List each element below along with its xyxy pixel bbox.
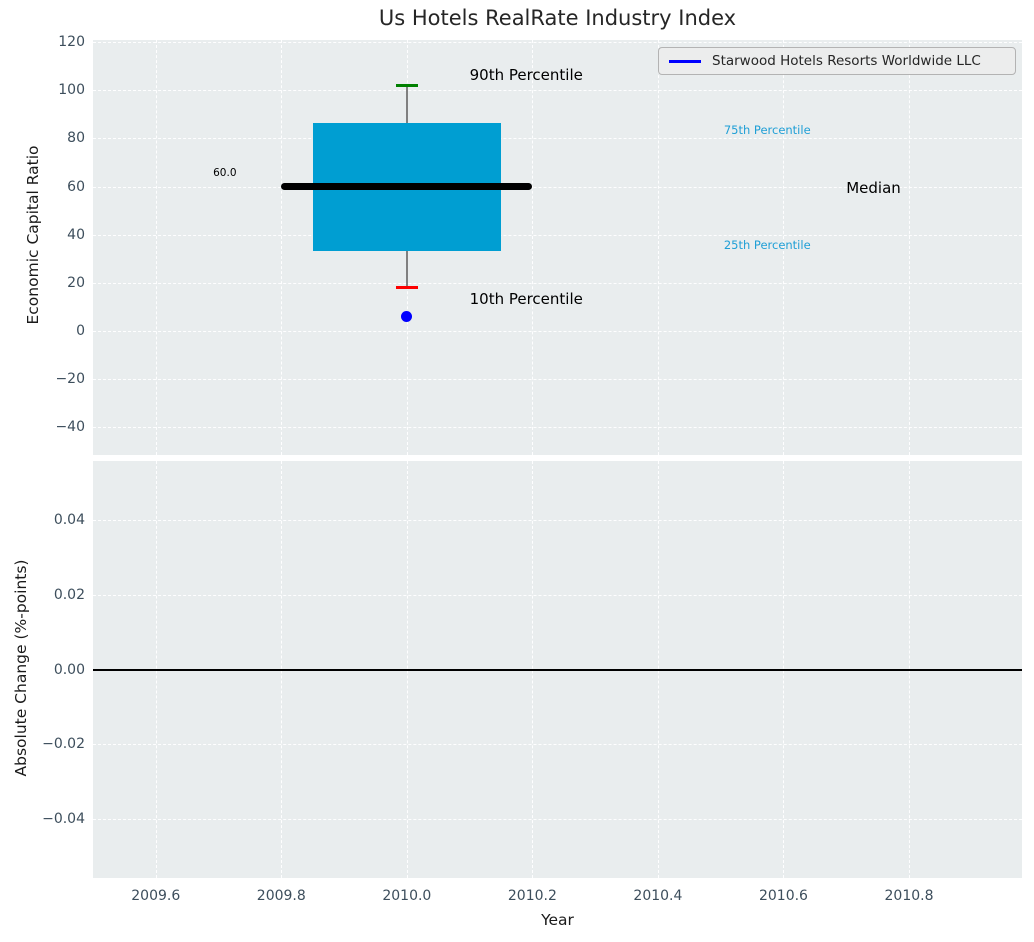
legend-label: Starwood Hotels Resorts Worldwide LLC: [712, 53, 981, 69]
gridline-vertical: [155, 40, 157, 455]
y-tick-label: 0: [76, 322, 85, 339]
gridline-vertical: [532, 40, 534, 455]
x-tick-label: 2010.6: [758, 888, 808, 904]
chart-title: Us Hotels RealRate Industry Index: [378, 6, 737, 30]
top-plot-area: [93, 40, 1022, 455]
annotation-60-0: 60.0: [213, 167, 237, 180]
gridline-horizontal: [93, 186, 1022, 188]
gridline-horizontal: [93, 744, 1022, 746]
gridline-horizontal: [93, 819, 1022, 821]
median-line: [281, 183, 533, 190]
gridline-horizontal: [93, 90, 1022, 92]
x-tick-label: 2010.8: [884, 888, 934, 904]
y-tick-label: 0.02: [53, 586, 85, 603]
y-tick-label: 120: [58, 34, 85, 51]
cap-90th-percentile: [396, 83, 418, 87]
annotation-10th-percentile: 10th Percentile: [469, 290, 583, 309]
y-tick-label: 80: [67, 130, 85, 147]
gridline-horizontal: [93, 427, 1022, 429]
y-tick-label: −40: [55, 419, 85, 436]
company-data-point: [401, 310, 413, 322]
gridline-horizontal: [93, 282, 1022, 284]
gridline-horizontal: [93, 594, 1022, 596]
x-tick-label: 2010.4: [633, 888, 683, 904]
gridline-horizontal: [93, 519, 1022, 521]
annotation-25th-percentile: 25th Percentile: [723, 238, 811, 253]
x-tick-label: 2010.0: [382, 888, 432, 904]
gridline-vertical: [909, 40, 910, 455]
gridline-vertical: [281, 40, 283, 455]
y-tick-label: 0.04: [53, 511, 85, 528]
gridline-horizontal: [93, 378, 1022, 380]
bottom-plot-area: [93, 461, 1022, 878]
gridline-horizontal: [93, 330, 1022, 332]
gridline-horizontal: [93, 42, 1022, 44]
annotation-75th-percentile: 75th Percentile: [723, 122, 811, 137]
y-tick-label: −0.02: [42, 736, 85, 753]
x-tick-label: 2010.2: [507, 888, 557, 904]
annotation-90th-percentile: 90th Percentile: [469, 65, 583, 84]
x-axis-label: Year: [541, 911, 574, 929]
gridline-vertical: [657, 40, 659, 455]
gridline-horizontal: [93, 138, 1022, 140]
legend-line-sample: [669, 59, 701, 63]
annotation-median: Median: [846, 178, 901, 197]
y-tick-label: 0.00: [53, 661, 85, 678]
y-tick-label: −20: [55, 370, 85, 387]
gridline-horizontal: [93, 234, 1022, 236]
legend[interactable]: Starwood Hotels Resorts Worldwide LLC: [658, 47, 1016, 75]
y-tick-label: −0.04: [42, 811, 85, 828]
gridline-vertical: [783, 40, 785, 455]
x-tick-label: 2009.8: [256, 888, 306, 904]
y-tick-label: 40: [67, 226, 85, 243]
y-tick-label: 60: [67, 178, 85, 195]
y-tick-label: 20: [67, 274, 85, 291]
cap-10th-percentile: [396, 286, 418, 290]
zero-line: [93, 668, 1022, 671]
y-tick-label: 100: [58, 82, 85, 99]
x-tick-label: 2009.6: [131, 888, 181, 904]
